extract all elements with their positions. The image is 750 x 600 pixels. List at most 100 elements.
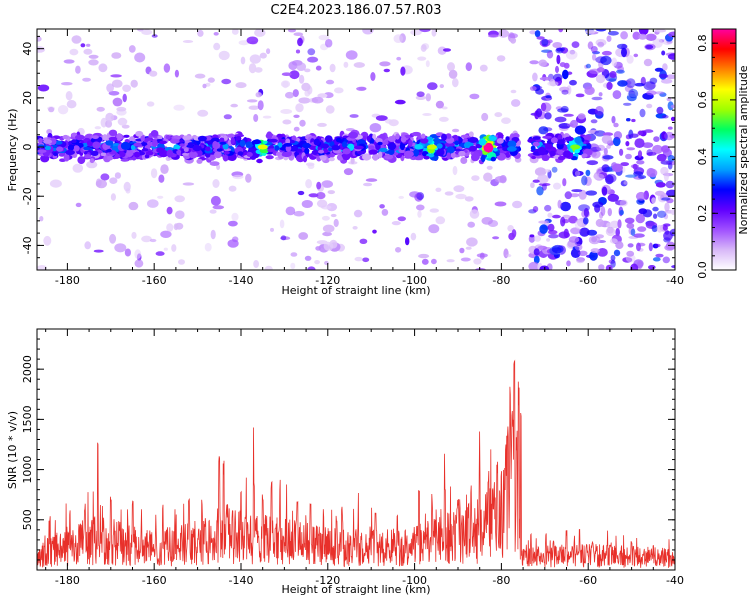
heatmap-cell: [563, 150, 571, 158]
heatmap-cell: [245, 141, 254, 148]
heatmap-cell: [662, 63, 668, 71]
heatmap-cell: [549, 150, 556, 157]
heatmap-cell: [584, 86, 595, 95]
heatmap-cell: [213, 42, 221, 51]
heatmap-cell: [556, 139, 565, 145]
heatmap-cell: [394, 99, 406, 105]
heatmap-cell: [235, 82, 247, 89]
heatmap-cell: [557, 199, 562, 209]
heatmap-cell: [540, 102, 547, 112]
heatmap-cell: [353, 209, 363, 218]
y-tick-label: 40: [21, 42, 34, 56]
heatmap-cell: [111, 79, 123, 88]
heatmap-cell: [619, 199, 628, 207]
heatmap-cell: [413, 148, 420, 157]
heatmap-cell: [417, 56, 427, 61]
heatmap-cell: [282, 119, 292, 125]
heatmap-cell: [596, 67, 605, 73]
heatmap-cell: [395, 133, 400, 140]
heatmap-cell: [441, 106, 448, 110]
heatmap-cell: [455, 148, 461, 152]
heatmap-cell: [492, 236, 500, 240]
heatmap-cell: [175, 210, 185, 219]
heatmap-cell: [124, 248, 131, 257]
heatmap-cell: [603, 147, 608, 156]
snr-x-label: Height of straight line (km): [281, 583, 430, 596]
heatmap-cell: [89, 158, 95, 164]
heatmap-cell: [662, 256, 670, 264]
heatmap-cell: [620, 162, 629, 167]
heatmap-cell: [626, 222, 635, 229]
heatmap-cell: [617, 80, 628, 87]
heatmap-cell: [324, 135, 333, 143]
heatmap-cell: [105, 112, 115, 122]
x-tick-label: -100: [402, 274, 427, 287]
heatmap-cell: [479, 64, 488, 72]
heatmap-cell: [192, 144, 202, 152]
heatmap-cell: [359, 238, 368, 244]
heatmap-cell: [363, 182, 373, 187]
heatmap-cell: [646, 103, 653, 109]
heatmap-cell: [486, 165, 493, 170]
heatmap-cell: [655, 253, 664, 258]
heatmap-cell: [92, 141, 101, 149]
heatmap-cell: [446, 152, 452, 160]
heatmap-cell: [415, 95, 426, 100]
colorbar-tick-label: 0.8: [696, 34, 709, 52]
heatmap-cell: [163, 247, 168, 251]
heatmap-cell: [555, 47, 564, 54]
heatmap-cell: [317, 122, 327, 127]
heatmap-cell: [535, 88, 544, 95]
heatmap-cell: [619, 209, 624, 216]
heatmap-cell: [529, 234, 535, 238]
heatmap-cell: [96, 106, 105, 112]
heatmap-cell: [496, 55, 506, 62]
heatmap-cell: [403, 150, 414, 158]
heatmap-cell: [325, 79, 335, 85]
y-tick-label: 20: [21, 91, 34, 105]
heatmap-cell: [134, 259, 144, 268]
heatmap-cell: [234, 134, 245, 138]
heatmap-cell: [661, 145, 670, 153]
heatmap-cell: [654, 243, 661, 248]
heatmap-cell: [606, 222, 611, 228]
heatmap-cell: [108, 136, 118, 141]
heatmap-cell: [446, 146, 455, 154]
heatmap-cell: [264, 265, 273, 270]
heatmap-cell: [626, 147, 636, 151]
heatmap-cell: [590, 46, 598, 53]
heatmap-cell: [623, 102, 632, 106]
heatmap-cell: [425, 60, 430, 68]
x-tick-label: -140: [229, 574, 254, 587]
heatmap-cell: [467, 221, 476, 228]
heatmap-cell: [611, 115, 616, 124]
heatmap-cell: [643, 129, 654, 133]
heatmap-cell: [619, 148, 624, 156]
heatmap-cell: [39, 216, 44, 222]
heatmap-cell: [237, 151, 244, 156]
heatmap-cell: [318, 149, 325, 154]
heatmap-cell: [617, 219, 622, 229]
heatmap-cell: [607, 208, 612, 217]
heatmap-cell: [212, 141, 218, 149]
heatmap-cell: [61, 82, 73, 86]
heatmap-cell: [536, 36, 545, 40]
heatmap-cell: [128, 45, 136, 53]
heatmap-cell: [591, 96, 603, 101]
heatmap-cell: [128, 201, 139, 211]
heatmap-cell: [528, 261, 540, 270]
heatmap-cell: [228, 220, 238, 227]
heatmap-cell: [601, 186, 608, 196]
heatmap-cell: [301, 82, 311, 92]
heatmap-cell: [609, 71, 617, 78]
heatmap-cell: [544, 112, 552, 120]
heatmap-cell: [156, 147, 165, 154]
heatmap-cell: [558, 155, 566, 161]
heatmap-cell: [209, 209, 217, 214]
heatmap-cell: [158, 174, 165, 183]
heatmap-cell: [664, 202, 670, 212]
heatmap-cell: [53, 152, 58, 157]
heatmap-cell: [418, 253, 430, 259]
heatmap-cell: [280, 235, 287, 241]
heatmap-cell: [609, 220, 620, 229]
